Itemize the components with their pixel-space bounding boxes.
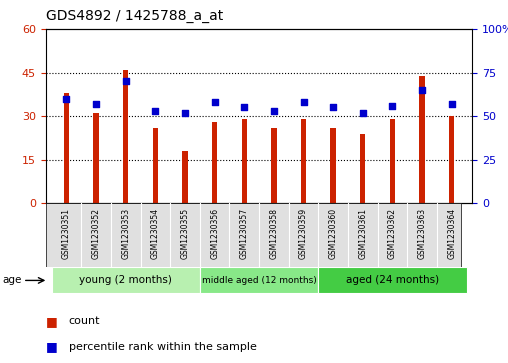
Point <box>121 78 130 84</box>
Bar <box>319 267 466 293</box>
Text: percentile rank within the sample: percentile rank within the sample <box>69 342 257 352</box>
Point <box>388 103 396 109</box>
Text: GSM1230362: GSM1230362 <box>388 208 397 259</box>
Text: GSM1230355: GSM1230355 <box>180 208 189 260</box>
Point <box>359 110 367 115</box>
Text: age: age <box>3 275 22 285</box>
Point <box>92 101 100 107</box>
Point <box>418 87 426 93</box>
Point <box>62 96 71 102</box>
Bar <box>301 119 306 203</box>
Text: middle aged (12 months): middle aged (12 months) <box>202 276 316 285</box>
Bar <box>242 119 247 203</box>
Bar <box>331 128 336 203</box>
Point <box>181 110 189 115</box>
Text: GSM1230361: GSM1230361 <box>358 208 367 259</box>
Point <box>210 99 218 105</box>
Point <box>270 108 278 114</box>
Bar <box>123 70 129 203</box>
Point <box>240 105 248 110</box>
Text: GSM1230353: GSM1230353 <box>121 208 130 260</box>
Point <box>151 108 160 114</box>
Bar <box>449 116 454 203</box>
Text: GSM1230363: GSM1230363 <box>418 208 427 260</box>
Text: GSM1230352: GSM1230352 <box>91 208 101 259</box>
Text: GSM1230359: GSM1230359 <box>299 208 308 260</box>
Bar <box>182 151 187 203</box>
Text: aged (24 months): aged (24 months) <box>346 276 439 285</box>
Point <box>299 99 307 105</box>
Text: count: count <box>69 316 100 326</box>
Text: GSM1230364: GSM1230364 <box>447 208 456 260</box>
Bar <box>200 267 319 293</box>
Bar <box>360 134 365 203</box>
Text: young (2 months): young (2 months) <box>79 276 172 285</box>
Point <box>448 101 456 107</box>
Bar <box>271 128 276 203</box>
Text: GSM1230357: GSM1230357 <box>240 208 249 260</box>
Bar <box>212 122 217 203</box>
Bar <box>64 93 69 203</box>
Text: ■: ■ <box>46 340 57 353</box>
Point <box>329 105 337 110</box>
Bar <box>420 76 425 203</box>
Bar <box>52 267 200 293</box>
Bar <box>153 128 158 203</box>
Text: GSM1230356: GSM1230356 <box>210 208 219 260</box>
Bar <box>93 113 99 203</box>
Text: GSM1230360: GSM1230360 <box>329 208 338 260</box>
Text: GSM1230351: GSM1230351 <box>62 208 71 259</box>
Text: ■: ■ <box>46 315 57 328</box>
Bar <box>390 119 395 203</box>
Text: GDS4892 / 1425788_a_at: GDS4892 / 1425788_a_at <box>46 9 223 23</box>
Text: GSM1230354: GSM1230354 <box>151 208 160 260</box>
Text: GSM1230358: GSM1230358 <box>269 208 278 259</box>
